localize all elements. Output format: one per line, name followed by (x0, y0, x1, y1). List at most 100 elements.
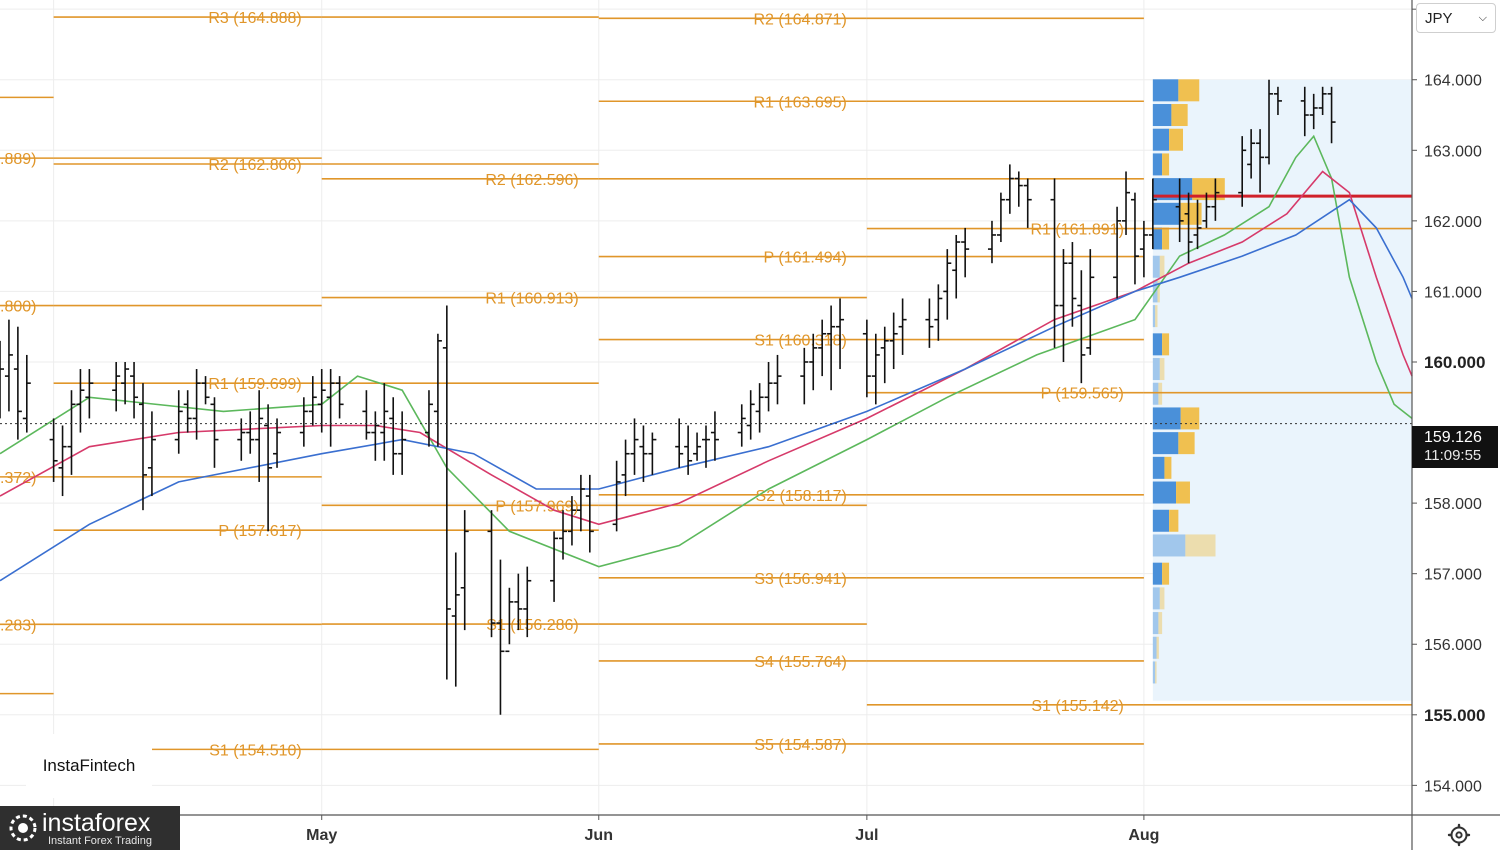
candle-countdown: 11:09:55 (1424, 447, 1482, 464)
ohlc-bar (684, 425, 693, 475)
ohlc-bar (317, 369, 326, 433)
pivot-label: R2 (162.806) (208, 157, 301, 174)
settings-icon[interactable] (1447, 823, 1471, 847)
moving-averages (0, 134, 1413, 582)
ohlc-bar (174, 390, 183, 454)
volume-profile-zone (1152, 79, 1412, 701)
ohlc-bar (1265, 79, 1274, 165)
pivot-label: S3 (156.941) (754, 571, 847, 588)
ohlc-bar (827, 305, 836, 391)
profile-sell-bar (1164, 456, 1172, 479)
ohlc-bar (952, 234, 961, 299)
ohlc-bar (746, 390, 755, 440)
profile-sell-bar (1169, 128, 1184, 151)
ohlc-bar (1050, 178, 1059, 348)
ohlc-bar (943, 249, 952, 320)
profile-buy-bar (1152, 612, 1159, 635)
ohlc-bar (210, 397, 219, 468)
profile-sell-bar (1180, 407, 1200, 430)
ohlc-bar (58, 425, 67, 497)
ohlc-bar (1086, 249, 1095, 355)
current-price-badge: 159.126 11:09:55 (1412, 426, 1498, 468)
instaforex-name: instaforex (42, 809, 151, 837)
pivot-label: R1 (159.699) (208, 376, 301, 393)
profile-sell-bar (1155, 305, 1158, 328)
ohlc-bar (800, 347, 809, 405)
ohlc-bar (121, 361, 130, 405)
profile-buy-bar (1152, 407, 1181, 430)
profile-sell-bar (1162, 562, 1170, 585)
instaforex-logo: instaforex Instant Forex Trading (0, 806, 180, 850)
ohlc-bar (559, 510, 568, 560)
x-tick-label: May (306, 827, 337, 844)
pivot-labels: .317).889).800).372).283)R3 (164.888)R2 … (0, 10, 1124, 759)
pivot-label: .372) (0, 470, 36, 487)
pivot-label: .800) (0, 299, 36, 316)
profile-buy-bar (1152, 636, 1157, 659)
ohlc-bar (996, 192, 1005, 243)
ohlc-bar (567, 496, 576, 546)
profile-sell-bar (1158, 612, 1163, 635)
ohlc-bar (85, 369, 94, 419)
ohlc-bar (112, 361, 121, 412)
profile-sell-bar (1158, 382, 1163, 405)
ohlc-bar (1068, 242, 1077, 327)
ohlc-bar (335, 376, 344, 419)
profile-buy-bar (1152, 178, 1193, 201)
ohlc-bar (255, 390, 264, 482)
ohlc-bar (1139, 220, 1148, 278)
ohlc-bar (702, 425, 710, 468)
ohlc-bar (1113, 206, 1122, 299)
profile-buy-bar (1152, 481, 1177, 504)
ohlc-bar (630, 418, 639, 475)
pivot-label: S1 (155.142) (1031, 698, 1124, 715)
profile-buy-bar (1152, 534, 1186, 557)
pivot-label: R2 (164.871) (753, 11, 846, 28)
ohlc-bar (451, 552, 460, 687)
profile-sell-bar (1162, 333, 1170, 356)
ohlc-bars (0, 79, 1336, 715)
ohlc-bar (1014, 171, 1023, 207)
ohlc-bar (585, 474, 594, 553)
ohlc-bar (505, 587, 514, 653)
ohlc-bar (67, 390, 76, 475)
profile-buy-bar (1152, 333, 1163, 356)
profile-buy-bar (1152, 509, 1170, 532)
profile-sell-bar (1185, 534, 1216, 557)
profile-sell-bar (1169, 509, 1179, 532)
pivot-label: R1 (160.913) (485, 291, 578, 308)
profile-sell-bar (1157, 280, 1160, 303)
ohlc-bar (183, 390, 192, 433)
ohlc-bar (264, 404, 273, 532)
y-tick-label: 162.000 (1424, 214, 1482, 231)
ohlc-bar (433, 333, 442, 447)
pivot-label: R1 (161.891) (1031, 222, 1124, 239)
ohlc-bar (138, 383, 147, 511)
ohlc-bar (648, 432, 657, 475)
y-tick-label: 158.000 (1424, 496, 1482, 513)
currency-select[interactable]: JPY ⌵ (1416, 3, 1496, 33)
profile-sell-bar (1159, 358, 1165, 381)
y-tick-label: 163.000 (1424, 143, 1482, 160)
ohlc-bar (22, 354, 31, 433)
ohlc-bar (1130, 192, 1139, 285)
ohlc-bar (523, 566, 532, 638)
y-tick-label: 155.000 (1424, 706, 1485, 725)
profile-sell-bar (1171, 104, 1188, 127)
profile-sell-bar (1159, 255, 1165, 278)
y-tick-label: 160.000 (1424, 353, 1485, 372)
y-tick-label: 161.000 (1424, 284, 1482, 301)
ohlc-bar (1059, 249, 1068, 362)
ohlc-bar (442, 305, 451, 680)
profile-buy-bar (1152, 358, 1160, 381)
ohlc-bar (514, 573, 523, 631)
ohlc-bar (1193, 199, 1202, 250)
pivot-label: S5 (154.587) (754, 737, 847, 754)
ohlc-bar (818, 319, 827, 377)
profile-sell-bar (1192, 178, 1225, 201)
x-tick-label: Jun (585, 827, 613, 844)
ohlc-bar (889, 312, 898, 370)
currency-select-value: JPY (1425, 9, 1453, 27)
